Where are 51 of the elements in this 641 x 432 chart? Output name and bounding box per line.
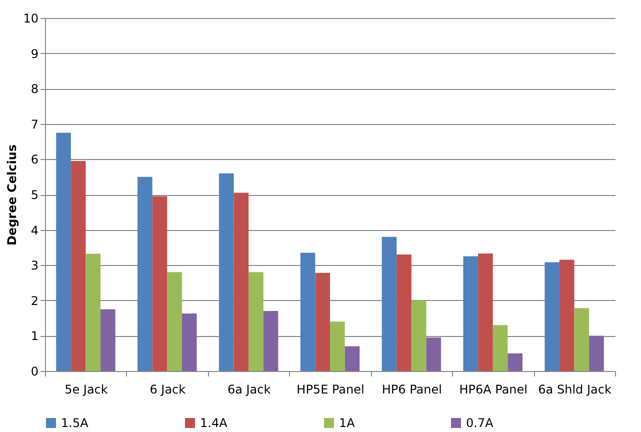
y-tick-label: 10 xyxy=(23,12,38,26)
bar xyxy=(426,337,442,371)
legend-label: 1.4A xyxy=(200,416,228,430)
bar xyxy=(56,132,71,371)
bar xyxy=(330,322,345,371)
bar xyxy=(100,309,116,371)
bar xyxy=(234,192,249,371)
bar xyxy=(559,260,574,371)
y-tick-label: 4 xyxy=(30,223,38,238)
x-tick-label: HP6 Panel xyxy=(382,382,442,396)
bar xyxy=(492,325,508,371)
bar xyxy=(463,256,478,371)
x-tick-label: 6 Jack xyxy=(150,382,186,396)
x-tick-label: 5e Jack xyxy=(64,382,108,396)
bar xyxy=(544,262,560,371)
bar xyxy=(574,308,590,371)
bar xyxy=(300,252,316,371)
x-tick-label: HP5E Panel xyxy=(296,382,364,396)
y-tick-label: 1 xyxy=(30,329,38,344)
bar xyxy=(70,160,86,371)
legend-label: 1A xyxy=(339,416,356,430)
bar xyxy=(411,300,426,371)
y-tick-label: 5 xyxy=(30,188,38,202)
bar xyxy=(382,236,397,371)
bar xyxy=(589,336,604,371)
bar xyxy=(396,254,412,371)
bar xyxy=(167,272,182,371)
y-tick-label: 8 xyxy=(30,82,38,96)
bar xyxy=(508,353,522,371)
bar xyxy=(138,176,152,371)
y-tick-label: 7 xyxy=(30,117,38,132)
x-tick-label: 6a Jack xyxy=(227,382,271,396)
bar xyxy=(344,346,360,371)
bar xyxy=(86,254,101,371)
bar xyxy=(218,173,234,371)
bar xyxy=(248,272,264,371)
x-tick-label: 6a Shld Jack xyxy=(538,382,612,396)
bar xyxy=(315,272,330,371)
legend-label: 0.7A xyxy=(466,416,494,430)
y-axis-title: Degree Celcius xyxy=(5,144,20,246)
bar xyxy=(263,310,278,371)
y-tick-label: 0 xyxy=(30,364,38,378)
bar xyxy=(182,313,197,371)
y-tick-label: 9 xyxy=(30,46,38,61)
bar xyxy=(478,253,493,371)
x-tick-label: HP6A Panel xyxy=(459,382,528,396)
y-tick-label: 3 xyxy=(30,258,38,273)
legend-label: 1.5A xyxy=(61,416,90,430)
y-tick-label: 6 xyxy=(30,152,38,167)
y-tick-label: 2 xyxy=(30,294,38,308)
bar xyxy=(152,196,168,371)
